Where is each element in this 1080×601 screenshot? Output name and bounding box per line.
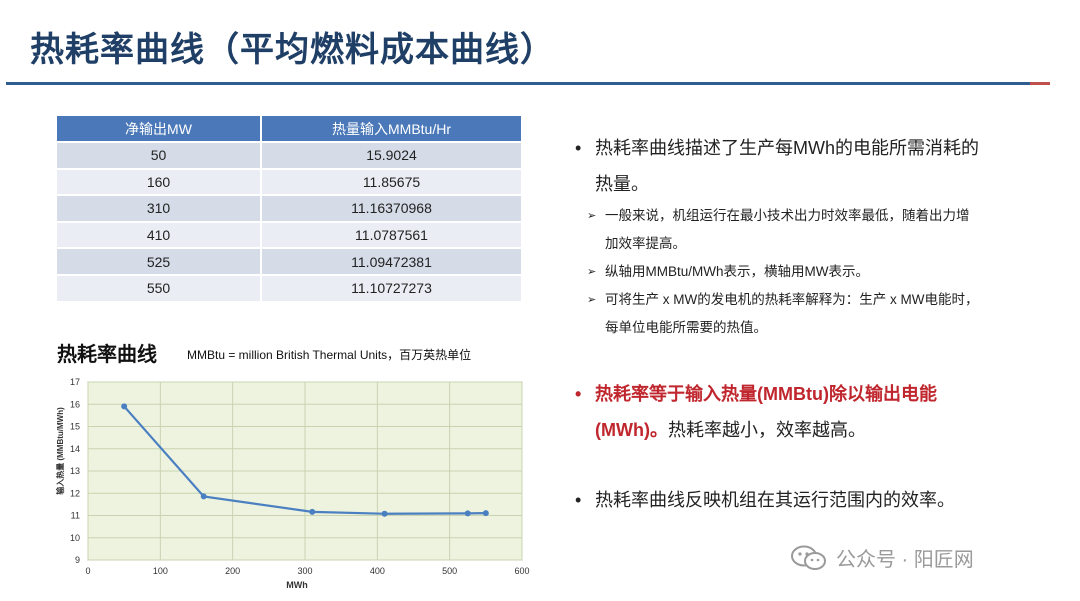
table-cell: 50: [57, 141, 262, 169]
table-row: 50 15.9024: [57, 141, 523, 169]
series-line: [123, 405, 486, 515]
bullet-dot: •: [575, 138, 582, 158]
table-cell: 11.09472381: [261, 247, 523, 275]
sub-bullet-text: 可将生产 x MW的发电机的热耗率解释为：生产 x MW电能时，: [605, 292, 979, 307]
y-tick-label: 16: [70, 399, 80, 409]
sub-bullet-interpretation: ➢ 可将生产 x MW的发电机的热耗率解释为：生产 x MW电能时， 每单位电能…: [587, 286, 1075, 342]
chart-heading: 热耗率曲线: [57, 344, 157, 366]
y-tick-label: 9: [75, 555, 80, 565]
bullet-heat-rate-formula: • 热耗率等于输入热量(MMBtu)除以输出电能 (MWh)。热耗率越小，效率越…: [575, 376, 1065, 448]
y-tick-label: 13: [70, 466, 80, 476]
wechat-icon: [791, 545, 826, 570]
sub-bullet-text: 每单位电能所需要的热值。: [605, 320, 767, 335]
table-row: 525 11.09472381: [57, 247, 523, 275]
data-point: [121, 403, 128, 410]
data-point: [381, 510, 388, 517]
arrow-bullet-icon: ➢: [587, 294, 597, 306]
table-cell: 11.85675: [261, 167, 523, 196]
y-tick-label: 11: [71, 511, 80, 521]
unit-note: MMBtu = million British Thermal Units，百万…: [187, 348, 472, 362]
watermark-text: 公众号 · 阳匠网: [836, 549, 974, 571]
x-tick-label: 100: [153, 566, 168, 576]
title-divider-accent: [1030, 82, 1050, 85]
bullet-text: 热耗率曲线描述了生产每MWh的电能所需消耗的: [595, 138, 979, 158]
arrow-bullet-icon: ➢: [587, 210, 597, 222]
table-cell: 11.16370968: [261, 194, 523, 222]
page-title: 热耗率曲线（平均燃料成本曲线）: [30, 31, 555, 69]
x-axis-label: MWh: [286, 580, 308, 590]
table-row: 310 11.16370968: [57, 194, 523, 222]
bullet-text: 热量。: [595, 174, 649, 194]
bullet-definition: • 热耗率曲线描述了生产每MWh的电能所需消耗的 热量。: [575, 130, 1065, 202]
heat-rate-table: 净输出MW 热量输入MMBtu/Hr 50 15.9024 160 11.85675…: [57, 116, 523, 301]
data-point: [464, 510, 471, 517]
table-header-heat-input: 热量输入MMBtu/Hr: [261, 116, 523, 142]
bullet-dot: •: [575, 384, 582, 404]
x-tick-label: 600: [514, 566, 529, 576]
bullet-text: 热耗率曲线反映机组在其运行范围内的效率。: [595, 490, 955, 510]
table-row: 410 11.0787561: [57, 220, 523, 249]
y-axis-label: 输入热量 (MMBtu/MWh): [55, 407, 65, 495]
y-tick-label: 12: [70, 488, 80, 498]
bullet-dot: •: [575, 490, 582, 510]
table-row: 550 11.10727273: [57, 273, 523, 301]
x-tick-label: 200: [225, 566, 240, 576]
data-point: [482, 510, 489, 517]
table-cell: 525: [57, 247, 262, 275]
bullet-text-emphasis: 热耗率等于输入热量(MMBtu)除以输出电能: [595, 384, 937, 404]
y-tick-label: 15: [70, 422, 80, 432]
table-row: 160 11.85675: [57, 167, 523, 196]
heat-rate-chart: 0 100 200 300 400 500 600 9 10 11 12 13 14 15 16 17 MWh 输…: [55, 377, 530, 590]
watermark: 公众号 · 阳匠网: [790, 543, 974, 572]
x-tick-label: 0: [85, 566, 90, 576]
bullet-text: 热耗率越小，效率越高。: [667, 420, 866, 440]
sub-bullet-text: 纵轴用MMBtu/MWh表示，横轴用MW表示。: [605, 264, 869, 279]
sub-bullet-axes: ➢ 纵轴用MMBtu/MWh表示，横轴用MW表示。: [587, 258, 1065, 286]
x-tick-label: 300: [297, 566, 312, 576]
table-cell: 15.9024: [261, 141, 523, 169]
y-tick-label: 10: [70, 533, 80, 543]
x-tick-label: 400: [370, 566, 385, 576]
table-cell: 310: [57, 194, 262, 222]
y-tick-label: 14: [70, 444, 80, 454]
data-point: [200, 493, 207, 500]
sub-bullet-text: 加效率提高。: [605, 236, 686, 251]
x-tick-label: 500: [442, 566, 457, 576]
sub-bullet-efficiency: ➢ 一般来说，机组运行在最小技术出力时效率最低，随着出力增 加效率提高。: [587, 202, 1065, 258]
y-tick-label: 17: [70, 377, 80, 387]
table-cell: 11.0787561: [261, 220, 523, 249]
data-point: [309, 508, 316, 515]
bullet-efficiency-range: • 热耗率曲线反映机组在其运行范围内的效率。: [575, 482, 1065, 518]
bullet-text-emphasis: (MWh)。: [595, 420, 668, 440]
arrow-bullet-icon: ➢: [587, 266, 597, 278]
sub-bullet-text: 一般来说，机组运行在最小技术出力时效率最低，随着出力增: [605, 208, 970, 223]
table-cell: 160: [57, 167, 262, 196]
bullet-text: (MWh)。热耗率越小，效率越高。: [595, 412, 1065, 448]
table-header-net-output: 净输出MW: [57, 116, 262, 142]
title-divider: [6, 82, 1050, 85]
table-cell: 410: [57, 220, 262, 249]
table-cell: 550: [57, 273, 262, 301]
table-cell: 11.10727273: [261, 273, 523, 301]
table-header-row: 净输出MW 热量输入MMBtu/Hr: [57, 116, 523, 142]
